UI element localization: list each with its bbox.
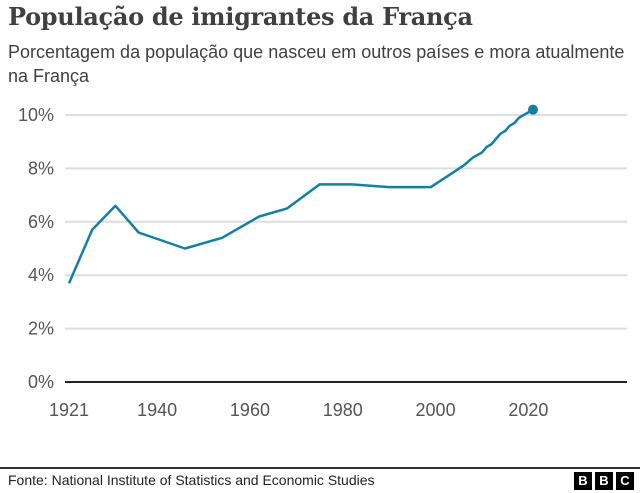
- logo-letter: B: [595, 472, 613, 490]
- y-tick-label: 0%: [28, 372, 54, 392]
- source-note: Fonte: National Institute of Statistics …: [8, 472, 375, 488]
- bbc-logo: B B C: [574, 472, 634, 490]
- x-tick-label: 1940: [137, 400, 177, 420]
- line-chart: 0% 2% 4% 6% 8% 10% 1921 1940 1960 1980 2000 2020: [18, 104, 627, 420]
- data-line: [67, 108, 534, 284]
- chart-subtitle: Porcentagem da população que nasceu em o…: [8, 42, 625, 86]
- y-tick-label: 8%: [28, 158, 54, 178]
- x-tick-label: 2000: [416, 400, 456, 420]
- end-point-marker: [528, 104, 538, 115]
- logo-letter: B: [574, 472, 592, 490]
- chart-title: População de imigrantes da França: [8, 2, 473, 31]
- logo-letter: C: [616, 472, 634, 490]
- y-tick-label: 6%: [28, 212, 54, 232]
- y-tick-label: 4%: [28, 265, 54, 285]
- footer-divider: [0, 467, 640, 469]
- y-tick-label: 2%: [28, 319, 54, 339]
- x-tick-label: 2020: [508, 400, 548, 420]
- x-tick-label: 1960: [230, 400, 270, 420]
- x-tick-label: 1980: [323, 400, 363, 420]
- x-tick-label: 1921: [49, 400, 89, 420]
- y-tick-label: 10%: [18, 105, 54, 125]
